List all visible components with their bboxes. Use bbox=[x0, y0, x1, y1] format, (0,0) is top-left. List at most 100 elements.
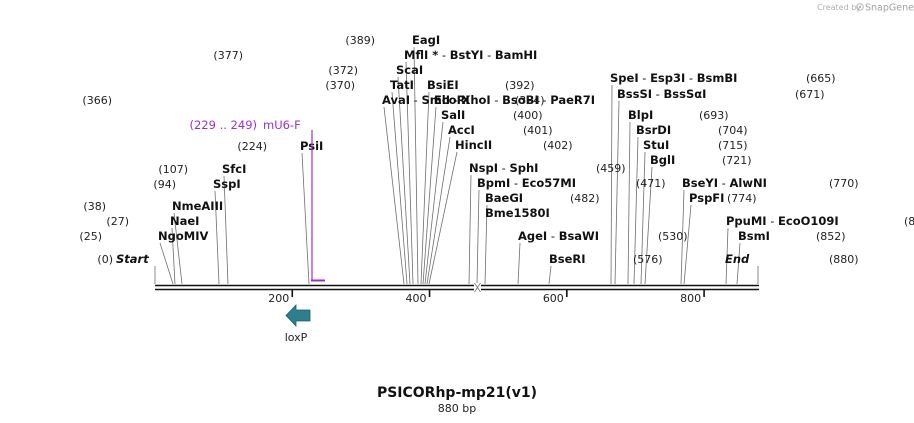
feature-arrow-icon bbox=[285, 304, 311, 327]
restriction-site[interactable]: Start(0) bbox=[97, 252, 149, 266]
site-separator: - bbox=[498, 161, 509, 175]
restriction-site[interactable]: NspI - SphI (459) bbox=[469, 161, 626, 175]
restriction-site[interactable]: HincII (402) bbox=[455, 138, 573, 152]
enzyme-name: BssSI bbox=[617, 87, 652, 101]
primer-mu6-f[interactable]: (229 .. 249) mU6-F bbox=[190, 118, 326, 282]
site-position: (880) bbox=[829, 253, 859, 266]
restriction-site[interactable]: NgoMIV (25) bbox=[79, 229, 208, 243]
restriction-site[interactable]: EagI (389) bbox=[345, 33, 440, 47]
enzyme-name: SfcI bbox=[222, 162, 246, 176]
restriction-site[interactable]: NmeAIII (38) bbox=[83, 199, 223, 213]
restriction-site[interactable]: BglI (721) bbox=[650, 153, 752, 167]
restriction-site[interactable]: BlpI (693) bbox=[628, 108, 729, 122]
enzyme-name: BsrDI bbox=[636, 123, 671, 137]
site-position: (370) bbox=[325, 79, 355, 92]
site-leader-line bbox=[517, 242, 521, 285]
restriction-site[interactable]: AvaI - SmlI - XhoI - BsoBI - PaeR7I (366) bbox=[82, 93, 595, 107]
restriction-site[interactable]: End (880) bbox=[725, 252, 859, 266]
site-name: NgoMIV bbox=[158, 229, 208, 243]
site-leader-line bbox=[644, 166, 653, 285]
site-name: PpuMI - EcoO109I bbox=[726, 214, 839, 228]
site-name: BaeGI bbox=[485, 191, 523, 205]
enzyme-name: PpuMI bbox=[726, 214, 767, 228]
restriction-site[interactable]: AgeI - BsaWI (530) bbox=[518, 229, 688, 243]
position-ticks: 200 400 600 800 bbox=[268, 290, 705, 305]
enzyme-name: BssSαI bbox=[664, 87, 707, 101]
enzyme-name: End bbox=[725, 252, 750, 266]
enzyme-name: AccI bbox=[448, 123, 475, 137]
restriction-site[interactable]: BsiEI (392) bbox=[427, 78, 535, 92]
site-position: (377) bbox=[213, 49, 243, 62]
enzyme-name: EcoO109I bbox=[778, 214, 839, 228]
site-leader-line bbox=[426, 136, 451, 285]
site-leader-line bbox=[468, 174, 472, 285]
restriction-site[interactable]: ScaI (372) bbox=[328, 63, 423, 77]
site-separator: - bbox=[410, 93, 421, 107]
site-name: StuI bbox=[643, 138, 669, 152]
site-position: (576) bbox=[633, 253, 663, 266]
restriction-site[interactable]: PspFI (774) bbox=[689, 191, 757, 205]
site-leader-line bbox=[614, 100, 620, 285]
enzyme-name: EagI bbox=[412, 33, 440, 47]
site-leader-line bbox=[420, 91, 430, 285]
feature-loxp[interactable]: loxP bbox=[285, 304, 311, 344]
enzyme-name: BseRI bbox=[549, 252, 586, 266]
restriction-site[interactable]: SpeI - Esp3I - BsmBI (665) bbox=[610, 71, 836, 85]
restriction-site[interactable]: BsmI (852) bbox=[738, 229, 846, 243]
restriction-site[interactable]: BseYI - AlwNI (770) bbox=[682, 176, 859, 190]
site-position: (94) bbox=[153, 178, 176, 191]
site-name: BlpI bbox=[628, 108, 653, 122]
restriction-site[interactable]: NaeI (27) bbox=[106, 214, 199, 228]
site-name: SfcI bbox=[222, 162, 246, 176]
site-leader-line bbox=[173, 212, 183, 285]
site-position: (721) bbox=[722, 154, 752, 167]
enzyme-name: Esp3I bbox=[650, 71, 685, 85]
restriction-site[interactable]: MflI * - BstYI - BamHI (377) bbox=[213, 48, 537, 62]
enzyme-name: NgoMIV bbox=[158, 229, 208, 243]
restriction-site[interactable]: BaeGI (482) bbox=[485, 191, 600, 205]
enzyme-name: AgeI bbox=[518, 229, 547, 243]
feature-label: loxP bbox=[285, 331, 308, 344]
tick-label: 800 bbox=[680, 292, 701, 305]
site-leader-line bbox=[383, 106, 405, 285]
site-position: (38) bbox=[83, 200, 106, 213]
enzyme-name: AlwNI bbox=[730, 176, 767, 190]
map-length: 880 bp bbox=[438, 402, 476, 415]
restriction-site[interactable]: PpuMI - EcoO109I (835) bbox=[726, 214, 914, 228]
site-leader-line bbox=[405, 61, 414, 285]
restriction-site[interactable]: TatI (370) bbox=[325, 78, 414, 92]
site-name: BsiEI bbox=[427, 78, 459, 92]
site-leader-line bbox=[627, 121, 631, 285]
enzyme-name: PspFI bbox=[689, 191, 724, 205]
enzyme-name: BsmI bbox=[738, 229, 770, 243]
enzyme-name: BaeGI bbox=[485, 191, 523, 205]
restriction-site[interactable]: StuI (715) bbox=[643, 138, 748, 152]
enzyme-name: BlpI bbox=[628, 108, 653, 122]
site-name: Start bbox=[116, 252, 149, 266]
restriction-site[interactable]: Bme1580I bbox=[485, 206, 550, 220]
site-leader-line bbox=[680, 189, 685, 285]
site-name: EagI bbox=[412, 33, 440, 47]
site-leader-line bbox=[301, 152, 310, 285]
site-leader-line bbox=[736, 242, 741, 285]
restriction-site[interactable]: SspI (94) bbox=[153, 177, 240, 191]
restriction-site[interactable]: BseRI (576) bbox=[549, 252, 663, 266]
site-name: BsrDI bbox=[636, 123, 671, 137]
restriction-site[interactable]: PsiI(224) bbox=[237, 139, 323, 153]
restriction-site[interactable]: BsrDI (704) bbox=[636, 123, 748, 137]
restriction-site[interactable]: SalI (400) bbox=[441, 108, 543, 122]
credit-prefix: Created by bbox=[817, 3, 861, 12]
restriction-site[interactable]: AccI (401) bbox=[448, 123, 553, 137]
site-name: MflI * - BstYI - BamHI bbox=[404, 48, 537, 62]
site-name: BseRI bbox=[549, 252, 586, 266]
restriction-site[interactable]: BpmI - Eco57MI (471) bbox=[477, 176, 666, 190]
restriction-site[interactable]: BssSI - BssSαI (671) bbox=[617, 87, 825, 101]
site-position: (665) bbox=[806, 72, 836, 85]
enzyme-name: SpeI bbox=[610, 71, 639, 85]
site-leader-line bbox=[214, 190, 220, 285]
site-name: NspI - SphI bbox=[469, 161, 538, 175]
site-leader-line bbox=[223, 175, 229, 285]
restriction-site[interactable]: SfcI (107) bbox=[158, 162, 246, 176]
restriction-site[interactable]: EcoRI (394) bbox=[434, 93, 545, 107]
